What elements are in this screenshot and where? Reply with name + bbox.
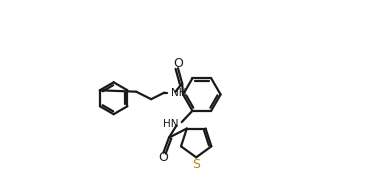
Text: O: O (173, 57, 183, 70)
Text: NH: NH (171, 88, 186, 98)
Text: S: S (192, 158, 200, 171)
Text: HN: HN (163, 119, 178, 129)
Text: O: O (159, 151, 168, 164)
